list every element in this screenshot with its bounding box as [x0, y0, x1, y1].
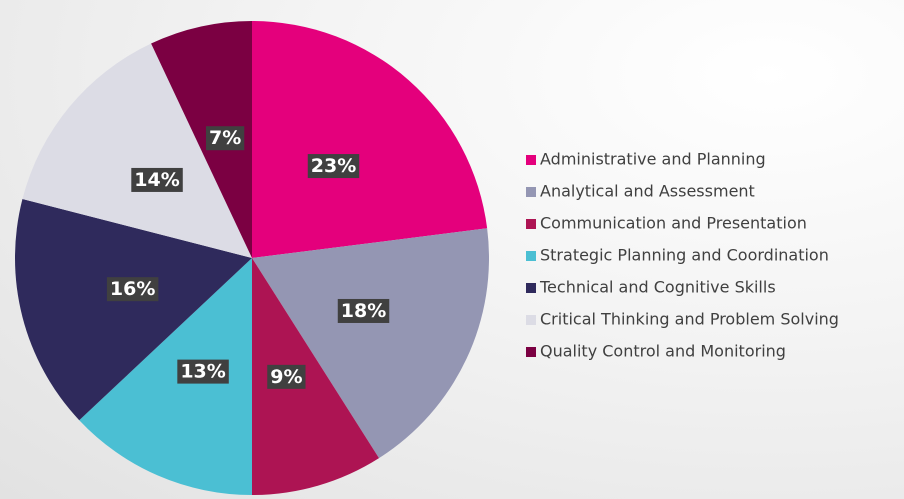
- legend-label: Critical Thinking and Problem Solving: [540, 310, 839, 329]
- data-label-box: [106, 277, 159, 302]
- legend-swatch: [526, 315, 536, 325]
- legend-label: Technical and Cognitive Skills: [539, 278, 776, 297]
- legend-swatch: [526, 347, 536, 357]
- legend-swatch: [526, 187, 536, 197]
- pie-slice: [151, 20, 252, 258]
- data-label: 9%: [270, 366, 302, 388]
- data-label: 23%: [311, 155, 356, 177]
- data-label: 18%: [341, 300, 386, 322]
- pie-slice: [15, 199, 253, 421]
- data-label: 7%: [209, 127, 241, 149]
- legend-label: Analytical and Assessment: [540, 182, 755, 201]
- pie-slice: [252, 21, 488, 258]
- pie-slice: [252, 258, 379, 495]
- legend-swatch: [526, 219, 536, 229]
- pie-slice: [79, 258, 252, 495]
- legend-label: Communication and Presentation: [540, 214, 807, 233]
- data-label-box: [267, 364, 306, 389]
- data-label-box: [205, 126, 245, 151]
- legend-label: Strategic Planning and Coordination: [540, 246, 829, 265]
- legend-swatch: [526, 283, 536, 293]
- legend-label: Quality Control and Monitoring: [540, 342, 786, 361]
- legend-swatch: [526, 251, 536, 261]
- data-label: 13%: [180, 361, 225, 383]
- data-label: 16%: [110, 278, 155, 300]
- data-label-box: [307, 154, 360, 179]
- data-label: 14%: [134, 169, 179, 191]
- pie-slice: [22, 43, 253, 259]
- pie-slice: [252, 228, 489, 459]
- data-label-box: [337, 298, 390, 323]
- legend-swatch: [526, 155, 536, 165]
- data-label-box: [177, 359, 229, 384]
- data-label-box: [131, 167, 183, 192]
- legend-label: Administrative and Planning: [540, 150, 766, 169]
